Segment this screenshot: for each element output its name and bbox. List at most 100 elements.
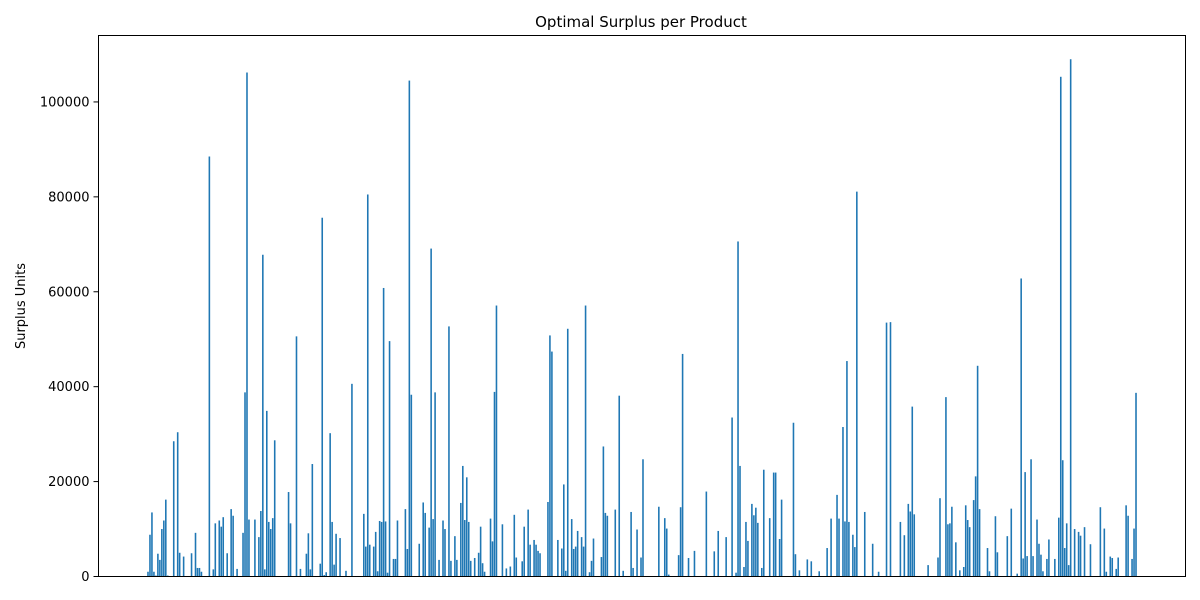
bar bbox=[527, 509, 529, 577]
bar bbox=[311, 464, 314, 577]
bar bbox=[1073, 529, 1076, 577]
bar bbox=[513, 514, 516, 577]
bar bbox=[551, 351, 553, 577]
bar bbox=[464, 520, 466, 577]
bar bbox=[408, 80, 411, 577]
bar bbox=[687, 557, 690, 577]
bar bbox=[549, 335, 551, 577]
bar bbox=[333, 564, 335, 577]
bar bbox=[907, 503, 910, 577]
bar bbox=[345, 570, 347, 577]
bar bbox=[1079, 535, 1082, 577]
bar bbox=[479, 526, 482, 577]
bar bbox=[606, 515, 609, 577]
bar bbox=[743, 567, 745, 577]
bar bbox=[838, 518, 840, 577]
bar bbox=[774, 472, 777, 577]
bar bbox=[509, 566, 512, 577]
bar bbox=[410, 394, 413, 577]
bar bbox=[392, 558, 395, 577]
bar bbox=[244, 392, 246, 577]
bar bbox=[1024, 472, 1026, 577]
bar bbox=[761, 567, 763, 577]
bar bbox=[271, 518, 274, 577]
bar bbox=[630, 511, 632, 577]
bar bbox=[1058, 517, 1060, 577]
bar bbox=[323, 575, 325, 577]
bar bbox=[713, 551, 716, 577]
bar bbox=[295, 336, 298, 577]
bar bbox=[406, 548, 409, 577]
bar bbox=[994, 516, 997, 577]
bar bbox=[1105, 571, 1108, 577]
bar bbox=[731, 417, 733, 577]
bar bbox=[574, 546, 577, 577]
bar bbox=[264, 569, 266, 577]
y-axis: 0 20000 40000 60000 80000 100000 bbox=[40, 95, 99, 585]
bar bbox=[737, 241, 739, 577]
bar bbox=[1059, 76, 1062, 577]
bar bbox=[885, 322, 888, 577]
bar bbox=[1133, 528, 1135, 577]
bar bbox=[600, 557, 603, 577]
bar bbox=[368, 544, 371, 577]
y-axis-label: Surplus Units bbox=[14, 263, 29, 349]
bar bbox=[535, 544, 537, 577]
bar bbox=[768, 518, 771, 577]
bar bbox=[157, 553, 159, 577]
bar bbox=[830, 518, 832, 577]
bar bbox=[679, 507, 682, 577]
bar bbox=[521, 561, 523, 577]
bar bbox=[246, 72, 248, 577]
bar bbox=[467, 521, 470, 577]
bar bbox=[978, 509, 981, 577]
bar bbox=[469, 560, 472, 577]
bar bbox=[1069, 59, 1072, 577]
bar bbox=[945, 397, 947, 577]
bar bbox=[1083, 527, 1086, 577]
bar bbox=[489, 518, 492, 577]
bar bbox=[1131, 558, 1133, 577]
bar bbox=[430, 248, 432, 577]
bar bbox=[172, 441, 175, 577]
bar bbox=[903, 535, 906, 577]
plot-frame bbox=[98, 35, 1186, 577]
bar bbox=[622, 570, 624, 577]
bar bbox=[572, 548, 575, 577]
bar bbox=[836, 494, 838, 577]
bar bbox=[161, 529, 163, 577]
bar bbox=[339, 538, 341, 577]
bar bbox=[163, 520, 165, 577]
bar bbox=[329, 433, 331, 577]
bar bbox=[604, 512, 607, 577]
bar bbox=[848, 521, 850, 577]
bar bbox=[147, 571, 149, 577]
bar bbox=[1006, 536, 1009, 577]
bar bbox=[725, 537, 727, 577]
bar bbox=[547, 501, 549, 577]
bar bbox=[1042, 571, 1044, 577]
bar bbox=[1061, 460, 1064, 577]
bar bbox=[372, 546, 375, 577]
bar bbox=[911, 406, 914, 577]
bar bbox=[305, 553, 308, 577]
bar bbox=[739, 465, 741, 577]
bar bbox=[404, 509, 407, 577]
bar bbox=[854, 547, 856, 577]
bar bbox=[642, 459, 644, 577]
bar bbox=[889, 322, 892, 577]
bar bbox=[755, 507, 757, 577]
bar bbox=[677, 555, 680, 577]
bar bbox=[1117, 557, 1119, 577]
bar bbox=[442, 520, 444, 577]
bar bbox=[582, 546, 585, 577]
bar bbox=[566, 328, 569, 577]
bar bbox=[1010, 508, 1013, 577]
bar bbox=[376, 571, 379, 577]
bar bbox=[576, 530, 579, 577]
bar bbox=[871, 543, 874, 577]
bar bbox=[658, 506, 660, 577]
bar bbox=[1135, 392, 1137, 577]
bar bbox=[1054, 558, 1056, 577]
